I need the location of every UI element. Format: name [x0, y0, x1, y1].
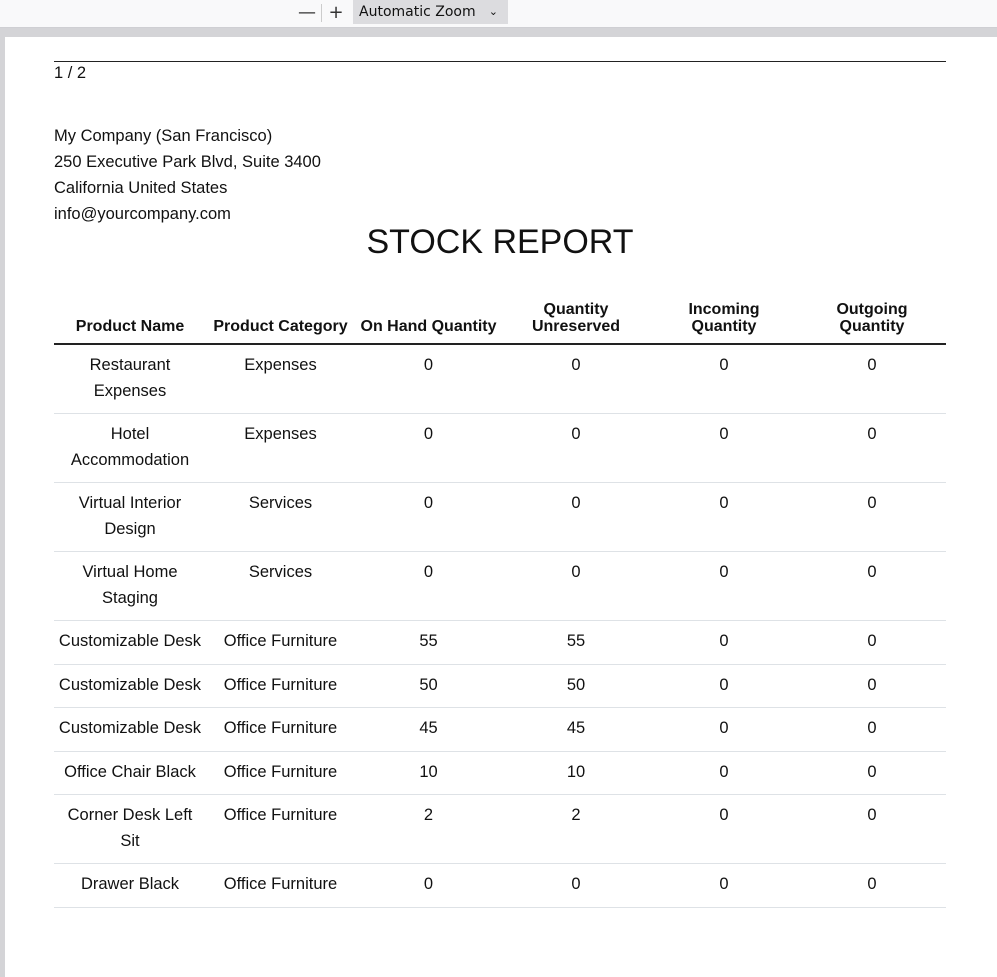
table-row: Virtual Interior Design Services 0 0 0 0	[54, 482, 946, 552]
table-cell: 0	[798, 482, 946, 552]
column-header: On Hand Quantity	[355, 299, 502, 345]
table-cell: Customizable Desk	[54, 620, 206, 665]
column-header: Quantity Unreserved	[502, 299, 650, 345]
table-cell: 10	[502, 751, 650, 795]
table-cell: 0	[502, 344, 650, 414]
column-header: Outgoing Quantity	[798, 299, 946, 345]
table-cell: 45	[502, 707, 650, 752]
table-cell: 0	[798, 863, 946, 908]
table-cell: 2	[502, 794, 650, 864]
table-row: Customizable Desk Office Furniture 55 55 0 0	[54, 620, 946, 665]
report-title: STOCK REPORT	[366, 223, 634, 261]
table-cell: 0	[502, 551, 650, 621]
table-cell: Expenses	[206, 344, 355, 414]
table-cell: Corner Desk Left Sit	[54, 794, 206, 864]
table-cell: Services	[206, 551, 355, 621]
zoom-select[interactable]: Automatic Zoom ⌄	[353, 0, 508, 24]
table-cell: 50	[355, 664, 502, 708]
company-name: My Company (San Francisco)	[54, 127, 273, 145]
table-row: Drawer Black Office Furniture 0 0 0 0	[54, 863, 946, 908]
table-cell: 0	[798, 413, 946, 483]
table-cell: 2	[355, 794, 502, 864]
company-region: California United States	[54, 179, 228, 197]
table-cell: Office Furniture	[206, 707, 355, 752]
stock-table: Product Name Product Category On Hand Quan…	[54, 299, 946, 908]
page-indicator: 1 / 2	[54, 64, 87, 82]
table-cell: 0	[650, 620, 798, 665]
table-cell: 45	[355, 707, 502, 752]
table-cell: 0	[650, 344, 798, 414]
divider	[321, 4, 322, 22]
table-cell: 0	[502, 482, 650, 552]
table-row: Restaurant Expenses Expenses 0 0 0 0	[54, 344, 946, 414]
table-cell: 0	[798, 551, 946, 621]
table-cell: 0	[355, 482, 502, 552]
zoom-in-button[interactable]: +	[328, 2, 344, 23]
table-row: Virtual Home Staging Services 0 0 0 0	[54, 551, 946, 621]
column-header: Product Name	[54, 299, 206, 345]
table-cell: Expenses	[206, 413, 355, 483]
table-cell: 0	[650, 482, 798, 552]
table-cell: 0	[798, 794, 946, 864]
table-cell: Drawer Black	[54, 863, 206, 908]
table-cell: Restaurant Expenses	[54, 344, 206, 414]
table-row: Customizable Desk Office Furniture 50 50 0 0	[54, 664, 946, 708]
table-cell: 0	[650, 794, 798, 864]
table-row: Customizable Desk Office Furniture 45 45 0 0	[54, 707, 946, 752]
table-row: Corner Desk Left Sit Office Furniture 2 2 0 0	[54, 794, 946, 864]
table-cell: 0	[355, 344, 502, 414]
table-row: Office Chair Black Office Furniture 10 10 0 0	[54, 751, 946, 795]
zoom-value: Automatic Zoom	[359, 4, 476, 20]
table-cell: 0	[355, 413, 502, 483]
pdf-toolbar: — + Automatic Zoom ⌄	[0, 0, 997, 28]
table-cell: Office Furniture	[206, 751, 355, 795]
table-cell: 0	[650, 751, 798, 795]
table-cell: Office Furniture	[206, 620, 355, 665]
table-cell: Virtual Interior Design	[54, 482, 206, 552]
table-cell: 10	[355, 751, 502, 795]
table-cell: Office Furniture	[206, 794, 355, 864]
company-email: info@yourcompany.com	[54, 205, 231, 223]
table-cell: Virtual Home Staging	[54, 551, 206, 621]
table-cell: Office Furniture	[206, 863, 355, 908]
table-cell: 0	[798, 664, 946, 708]
zoom-out-button[interactable]: —	[298, 2, 316, 23]
pdf-page: 1 / 2 My Company (San Francisco) 250 Exe…	[5, 37, 997, 977]
table-cell: 0	[502, 413, 650, 483]
company-street: 250 Executive Park Blvd, Suite 3400	[54, 153, 321, 171]
header-rule	[54, 61, 946, 62]
table-cell: 0	[650, 664, 798, 708]
table-row: Hotel Accommodation Expenses 0 0 0 0	[54, 413, 946, 483]
table-cell: 0	[798, 620, 946, 665]
table-cell: 0	[650, 707, 798, 752]
table-cell: 0	[355, 863, 502, 908]
table-cell: 0	[798, 751, 946, 795]
table-cell: 0	[650, 413, 798, 483]
column-header: Product Category	[206, 299, 355, 345]
table-cell: 0	[650, 551, 798, 621]
table-cell: 0	[502, 863, 650, 908]
table-cell: 50	[502, 664, 650, 708]
table-cell: Customizable Desk	[54, 707, 206, 752]
table-cell: 0	[650, 863, 798, 908]
table-cell: 0	[355, 551, 502, 621]
table-cell: Office Furniture	[206, 664, 355, 708]
table-cell: Hotel Accommodation	[54, 413, 206, 483]
table-cell: Office Chair Black	[54, 751, 206, 795]
chevron-down-icon: ⌄	[488, 5, 498, 18]
table-cell: Services	[206, 482, 355, 552]
company-address: My Company (San Francisco) 250 Executive…	[54, 123, 321, 227]
column-header: Incoming Quantity	[650, 299, 798, 345]
table-cell: 0	[798, 344, 946, 414]
table-cell: 55	[502, 620, 650, 665]
table-cell: 55	[355, 620, 502, 665]
table-cell: Customizable Desk	[54, 664, 206, 708]
table-cell: 0	[798, 707, 946, 752]
